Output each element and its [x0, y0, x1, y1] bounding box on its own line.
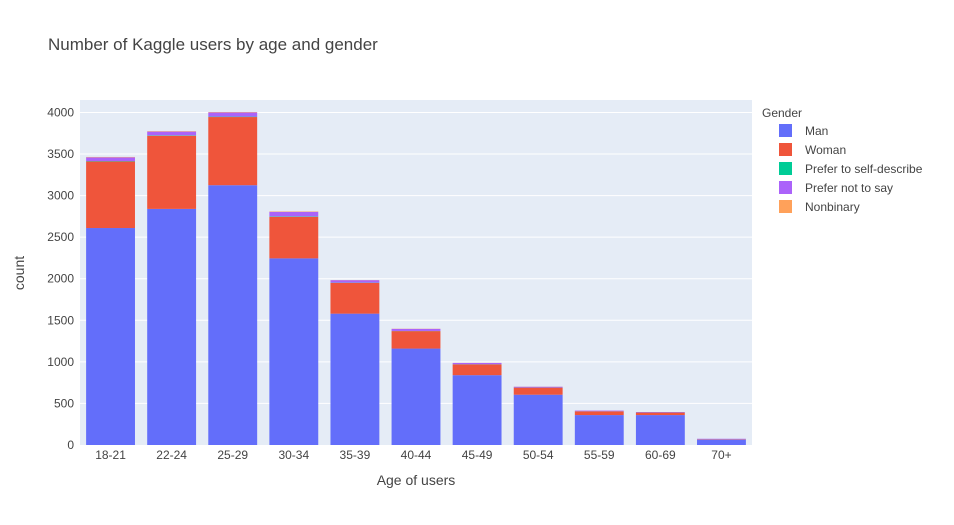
bar-segment[interactable] — [86, 157, 135, 162]
bar-segment[interactable] — [574, 411, 624, 416]
y-tick-label: 3500 — [47, 147, 74, 161]
x-tick-label: 50-54 — [523, 448, 554, 462]
y-tick-label: 1000 — [47, 355, 74, 369]
bar-segment[interactable] — [635, 415, 685, 445]
legend: Gender Man Woman Prefer to self-describe Pr… — [762, 106, 923, 214]
legend-swatch — [779, 143, 792, 156]
bar-segment[interactable] — [452, 362, 502, 365]
bar-segment[interactable] — [513, 394, 563, 445]
legend-label: Man — [805, 124, 828, 138]
bar-segment[interactable] — [513, 387, 563, 395]
legend-item[interactable]: Nonbinary — [779, 200, 860, 214]
y-tick-label: 4000 — [47, 105, 74, 119]
legend-swatch — [779, 162, 792, 175]
legend-swatch — [779, 200, 792, 213]
legend-label: Prefer to self-describe — [805, 162, 923, 176]
bar-segment[interactable] — [208, 185, 258, 445]
bar-segment[interactable] — [147, 131, 197, 136]
bar-segment[interactable] — [330, 313, 380, 445]
bar-segment[interactable] — [330, 282, 380, 314]
bar-segment[interactable] — [269, 216, 319, 259]
x-tick-label: 60-69 — [645, 448, 676, 462]
legend-swatch — [779, 181, 792, 194]
x-axis-ticks: 18-21 22-24 25-29 30-34 35-39 40-44 45-49 50-54… — [95, 448, 731, 462]
legend-swatch — [779, 124, 792, 137]
y-axis-ticks: 0 500 1000 1500 2000 2500 3000 3500 4000 — [47, 105, 74, 452]
bar-segment[interactable] — [391, 331, 441, 349]
bar-segment[interactable] — [513, 386, 563, 388]
y-tick-label: 2500 — [47, 230, 74, 244]
bars — [86, 112, 746, 445]
bar-segment[interactable] — [208, 112, 258, 117]
y-tick-label: 0 — [67, 438, 74, 452]
legend-label: Woman — [805, 143, 846, 157]
bar-segment[interactable] — [697, 439, 746, 445]
x-tick-label: 70+ — [711, 448, 731, 462]
bar-segment[interactable] — [269, 211, 319, 217]
bar-segment[interactable] — [635, 412, 685, 416]
bar-segment[interactable] — [330, 280, 380, 283]
x-tick-label: 45-49 — [462, 448, 493, 462]
legend-items: Man Woman Prefer to self-describe Prefer no… — [779, 124, 923, 214]
bar-segment[interactable] — [269, 258, 319, 445]
x-axis-title: Age of users — [377, 472, 456, 488]
chart-title: Number of Kaggle users by age and gender — [48, 35, 378, 54]
y-axis-title: count — [11, 256, 27, 290]
x-tick-label: 18-21 — [95, 448, 126, 462]
x-tick-label: 40-44 — [401, 448, 432, 462]
y-tick-label: 1500 — [47, 313, 74, 327]
legend-label: Prefer not to say — [805, 181, 893, 195]
x-tick-label: 35-39 — [340, 448, 371, 462]
bar-segment[interactable] — [208, 117, 258, 186]
legend-item[interactable]: Man — [779, 124, 828, 138]
y-tick-label: 2000 — [47, 272, 74, 286]
x-tick-label: 30-34 — [278, 448, 309, 462]
bar-segment[interactable] — [574, 415, 624, 445]
bar-segment[interactable] — [391, 348, 441, 445]
legend-label: Nonbinary — [805, 200, 860, 214]
bar-segment[interactable] — [391, 328, 441, 331]
x-tick-label: 25-29 — [217, 448, 248, 462]
x-tick-label: 22-24 — [156, 448, 187, 462]
legend-title: Gender — [762, 106, 802, 120]
y-tick-label: 3000 — [47, 189, 74, 203]
legend-item[interactable]: Woman — [779, 143, 846, 157]
legend-item[interactable]: Prefer not to say — [779, 181, 893, 195]
bar-segment[interactable] — [452, 375, 502, 445]
bar-segment[interactable] — [86, 228, 135, 445]
bar-segment[interactable] — [86, 161, 135, 229]
bar-segment[interactable] — [452, 364, 502, 376]
bar-segment[interactable] — [147, 135, 197, 209]
legend-item[interactable]: Prefer to self-describe — [779, 162, 923, 176]
x-tick-label: 55-59 — [584, 448, 615, 462]
bar-segment[interactable] — [147, 208, 197, 445]
y-tick-label: 500 — [54, 396, 74, 410]
bar-segment[interactable] — [574, 410, 624, 412]
